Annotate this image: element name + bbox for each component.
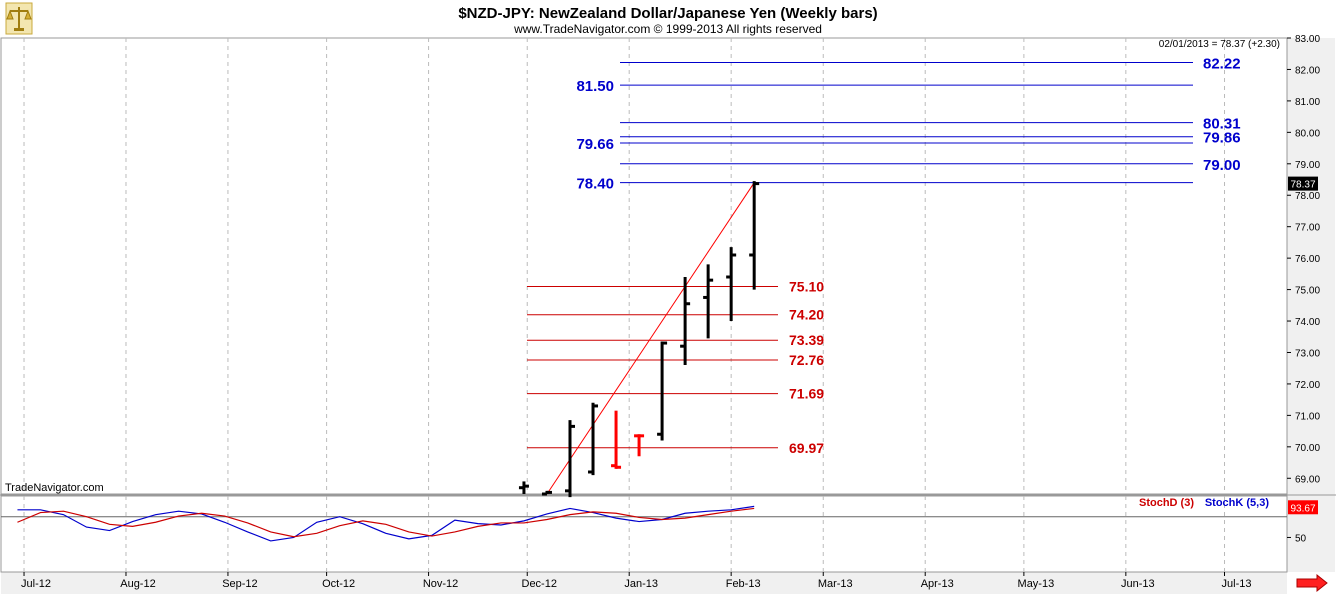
x-tick-label: Feb-13: [726, 578, 761, 590]
price-bar: [703, 264, 714, 339]
price-bar: [657, 341, 668, 441]
red-level-label: 75.10: [789, 278, 824, 294]
stochd-legend: StochD (3): [1139, 497, 1194, 509]
y-tick-label: 69.00: [1295, 474, 1320, 485]
x-tick-label: Apr-13: [921, 578, 954, 590]
y-tick-label: 79.00: [1295, 160, 1320, 171]
price-bar: [726, 247, 737, 322]
x-tick-label: Mar-13: [818, 578, 853, 590]
scales-icon: [5, 2, 33, 35]
y-tick-label: 71.00: [1295, 411, 1320, 422]
x-tick-label: Jun-13: [1121, 578, 1155, 590]
y-tick-label: 80.00: [1295, 128, 1320, 139]
price-bar: [634, 434, 645, 457]
blue-level-label: 79.86: [1203, 130, 1241, 147]
chart-title: $NZD-JPY: NewZealand Dollar/Japanese Yen…: [458, 5, 877, 22]
x-tick-label: Jan-13: [624, 578, 658, 590]
bars-layer: [518, 181, 760, 498]
trend-layer: [546, 182, 755, 495]
price-bar: [564, 420, 575, 498]
y-tick-label: 81.00: [1295, 97, 1320, 108]
price-bar: [611, 410, 622, 469]
stoch-y-tick-label: 50: [1295, 533, 1307, 544]
price-bar: [518, 481, 529, 494]
time-axis: [1, 572, 1287, 594]
price-axis: [1287, 38, 1335, 572]
price-bar: [680, 277, 691, 366]
watermark-text: TradeNavigator.com: [5, 482, 104, 494]
blue-level-label: 82.22: [1203, 56, 1241, 73]
price-panel[interactable]: [0, 37, 1288, 495]
y-tick-label: 74.00: [1295, 317, 1320, 328]
price-bar: [749, 181, 760, 290]
x-tick-label: Nov-12: [423, 578, 458, 590]
last-price-label: 78.37: [1290, 180, 1315, 191]
blue-level-label: 80.31: [1203, 116, 1241, 133]
x-axis-ticks: Jul-12 Aug-12 Sep-12 Oct-12 Nov-12 Dec-12 Jan-…: [21, 572, 1251, 590]
x-tick-label: May-13: [1018, 578, 1055, 590]
stochastic-layer: [1, 505, 1287, 542]
red-arrow-right-icon[interactable]: [1296, 573, 1328, 593]
x-tick-label: Aug-12: [120, 578, 155, 590]
y-tick-label: 72.00: [1295, 380, 1320, 391]
last-stoch-box: [1288, 500, 1318, 515]
y-tick-label: 82.00: [1295, 65, 1320, 76]
y-tick-label: 73.00: [1295, 348, 1320, 359]
header-bar: [0, 0, 1336, 38]
y-tick-label: 70.00: [1295, 443, 1320, 454]
y-tick-label: 75.00: [1295, 286, 1320, 297]
y-tick-label: 78.00: [1295, 191, 1320, 202]
last-stoch-label: 93.67: [1290, 503, 1315, 514]
stochastic-panel[interactable]: [0, 495, 1288, 573]
y-tick-label: 76.00: [1295, 254, 1320, 265]
blue-level-label: 78.40: [576, 176, 614, 193]
red-level-label: 72.76: [789, 352, 824, 368]
price-readout: 02/01/2013 = 78.37 (+2.30): [1159, 39, 1280, 50]
red-level-label: 71.69: [789, 386, 824, 402]
last-price-box: [1288, 176, 1318, 191]
x-tick-label: Jul-13: [1222, 578, 1252, 590]
blue-level-label: 79.66: [576, 136, 614, 153]
red-level-label: 69.97: [789, 440, 824, 456]
y-tick-label: 77.00: [1295, 223, 1320, 234]
x-tick-label: Oct-12: [322, 578, 355, 590]
blue-level-label: 79.00: [1203, 157, 1241, 174]
red-level-label: 74.20: [789, 307, 824, 323]
x-tick-label: Jul-12: [21, 578, 51, 590]
y-axis-ticks: 83.00 82.00 81.00 80.00 79.00 78.00 77.00 76.00…: [1287, 34, 1320, 544]
price-bar: [541, 490, 552, 496]
stochd-line: [17, 507, 755, 538]
x-tick-label: Dec-12: [522, 578, 557, 590]
grid-layer: [23, 38, 1226, 572]
y-tick-label: 83.00: [1295, 34, 1320, 45]
stochk-line: [17, 505, 755, 542]
stochk-legend: StochK (5,3): [1205, 497, 1270, 509]
blue-level-label: 81.50: [576, 78, 614, 95]
x-tick-label: Sep-12: [222, 578, 257, 590]
price-bar: [588, 402, 599, 476]
trendline: [546, 182, 755, 495]
red-level-label: 73.39: [789, 332, 824, 348]
copyright-text: www.TradeNavigator.com © 1999-2013 All r…: [513, 22, 822, 36]
